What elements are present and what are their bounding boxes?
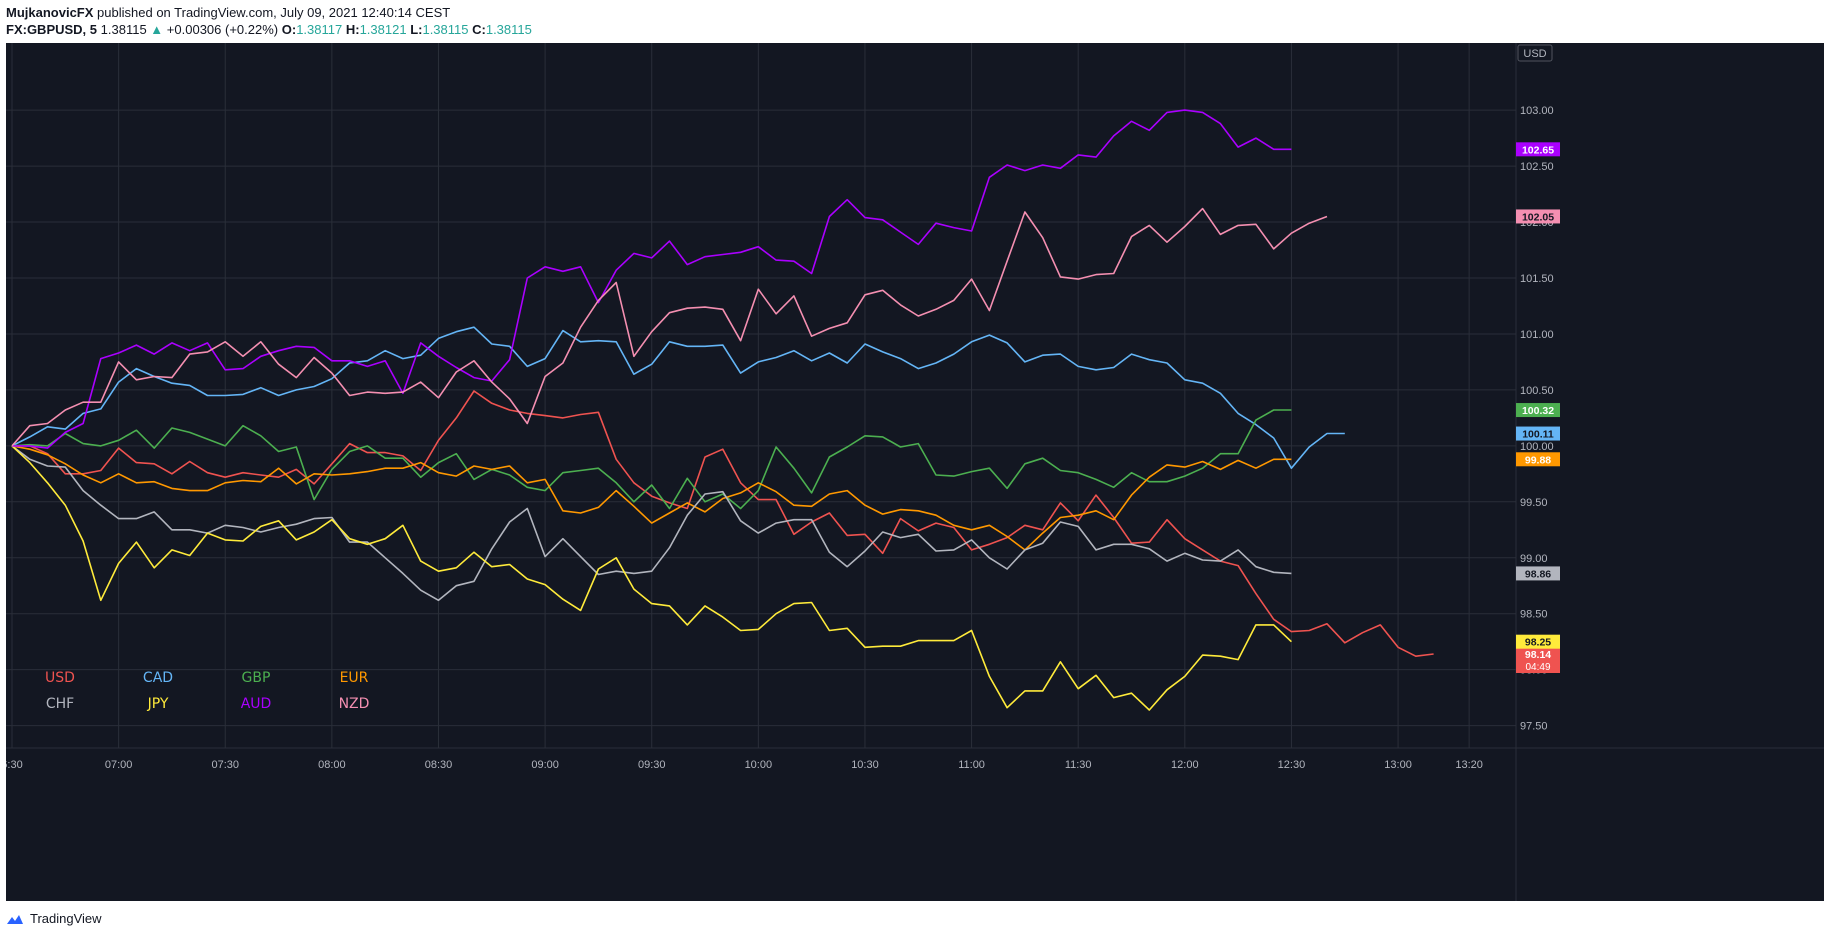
y-tick-label: 101.00 <box>1520 329 1554 341</box>
x-tick-label: 11:00 <box>958 759 985 771</box>
last-value-badge-jpy <box>1516 634 1560 649</box>
series-line-jpy <box>11 445 1292 711</box>
legend-item-usd: USD <box>45 670 75 686</box>
x-tick-label: 11:30 <box>1065 759 1092 771</box>
up-triangle-icon: ▲ <box>150 22 164 37</box>
last-value-badge-usd <box>1516 647 1560 661</box>
chart-area[interactable]: 97.5098.0098.5099.0099.50100.00100.50101… <box>6 43 1824 901</box>
open-label: O: <box>281 22 297 37</box>
last-price: 1.38115 <box>100 22 147 37</box>
last-value-badge-aud <box>1516 142 1560 157</box>
x-tick-label: 10:30 <box>851 759 879 771</box>
last-value-badge-cad <box>1516 426 1560 441</box>
chart-svg[interactable]: 97.5098.0098.5099.0099.50100.00100.50101… <box>6 43 1824 901</box>
unit-label: USD <box>1523 48 1546 60</box>
x-tick-label: 07:00 <box>105 759 133 771</box>
x-tick-label: 07:30 <box>211 759 239 771</box>
y-tick-label: 98.50 <box>1520 609 1548 621</box>
publish-line: MujkanovicFX published on TradingView.co… <box>6 5 450 20</box>
x-tick-label: 09:30 <box>638 759 666 771</box>
brand[interactable]: TradingView <box>6 911 102 926</box>
price-change: +0.00306 (+0.22%) <box>166 22 279 37</box>
legend-item-aud: AUD <box>241 696 272 712</box>
x-tick-label: 13:00 <box>1384 759 1412 771</box>
legend-item-cad: CAD <box>143 670 173 686</box>
tradingview-logo-icon <box>7 914 23 924</box>
series-line-gbp <box>11 409 1292 510</box>
y-tick-label: 99.50 <box>1520 497 1548 509</box>
last-value-label-cad: 100.11 <box>1522 429 1554 441</box>
y-tick-label: 100.00 <box>1520 441 1554 453</box>
series-line-chf <box>11 445 1292 602</box>
last-value-label-nzd: 102.05 <box>1522 211 1554 223</box>
close-label: C: <box>472 22 486 37</box>
countdown-badge <box>1516 661 1560 673</box>
last-value-label-usd: 98.14 <box>1525 649 1551 661</box>
symbol-label[interactable]: FX:GBPUSD, 5 <box>6 22 98 37</box>
legend-item-gbp: GBP <box>242 670 271 686</box>
x-tick-label: 6:30 <box>6 759 23 771</box>
y-tick-label: 101.50 <box>1520 273 1554 285</box>
y-tick-label: 99.00 <box>1520 553 1548 565</box>
series-line-aud <box>12 109 1292 449</box>
brand-name: TradingView <box>30 911 102 926</box>
chart-footer: TradingView <box>0 901 1828 937</box>
last-value-label-aud: 102.65 <box>1522 144 1554 156</box>
high-label: H: <box>345 22 360 37</box>
countdown-label: 04:49 <box>1525 662 1550 673</box>
low-label: L: <box>410 22 423 37</box>
series-line-cad <box>11 326 1345 470</box>
last-value-label-jpy: 98.25 <box>1525 637 1551 649</box>
last-value-badge-eur <box>1516 452 1560 467</box>
legend-item-eur: EUR <box>340 670 369 686</box>
x-tick-label: 12:00 <box>1171 759 1199 771</box>
x-tick-label: 12:30 <box>1278 759 1306 771</box>
ohlc-line: FX:GBPUSD, 5 1.38115 ▲ +0.00306 (+0.22%)… <box>6 22 532 37</box>
low-value: 1.38115 <box>422 22 469 37</box>
legend-item-jpy: JPY <box>147 696 169 712</box>
series-line-usd <box>12 390 1434 658</box>
published-text: published on TradingView.com, July 09, 2… <box>97 5 451 20</box>
y-tick-label: 103.00 <box>1520 105 1554 117</box>
x-tick-label: 10:00 <box>745 759 773 771</box>
x-tick-label: 13:20 <box>1455 759 1483 771</box>
open-value: 1.38117 <box>296 22 343 37</box>
unit-box <box>1517 44 1553 62</box>
close-value: 1.38115 <box>485 22 532 37</box>
high-value: 1.38121 <box>359 22 407 37</box>
last-value-badge-gbp <box>1516 403 1560 418</box>
last-value-label-eur: 99.88 <box>1525 454 1551 466</box>
last-value-label-gbp: 100.32 <box>1522 405 1554 417</box>
y-tick-label: 97.50 <box>1520 721 1548 733</box>
y-tick-label: 102.50 <box>1520 161 1554 173</box>
x-tick-label: 08:00 <box>318 759 346 771</box>
author-name[interactable]: MujkanovicFX <box>6 5 94 20</box>
chart-header: MujkanovicFX published on TradingView.co… <box>0 0 1828 42</box>
legend-item-chf: CHF <box>46 696 74 712</box>
x-tick-label: 08:30 <box>425 759 453 771</box>
legend-item-nzd: NZD <box>339 696 370 712</box>
series-line-nzd <box>11 207 1328 447</box>
y-tick-label: 100.50 <box>1520 385 1554 397</box>
series-line-eur <box>11 445 1292 551</box>
last-value-badge-chf <box>1516 566 1560 581</box>
x-tick-label: 09:00 <box>531 759 559 771</box>
last-value-label-chf: 98.86 <box>1525 568 1551 580</box>
last-value-badge-nzd <box>1516 209 1560 224</box>
